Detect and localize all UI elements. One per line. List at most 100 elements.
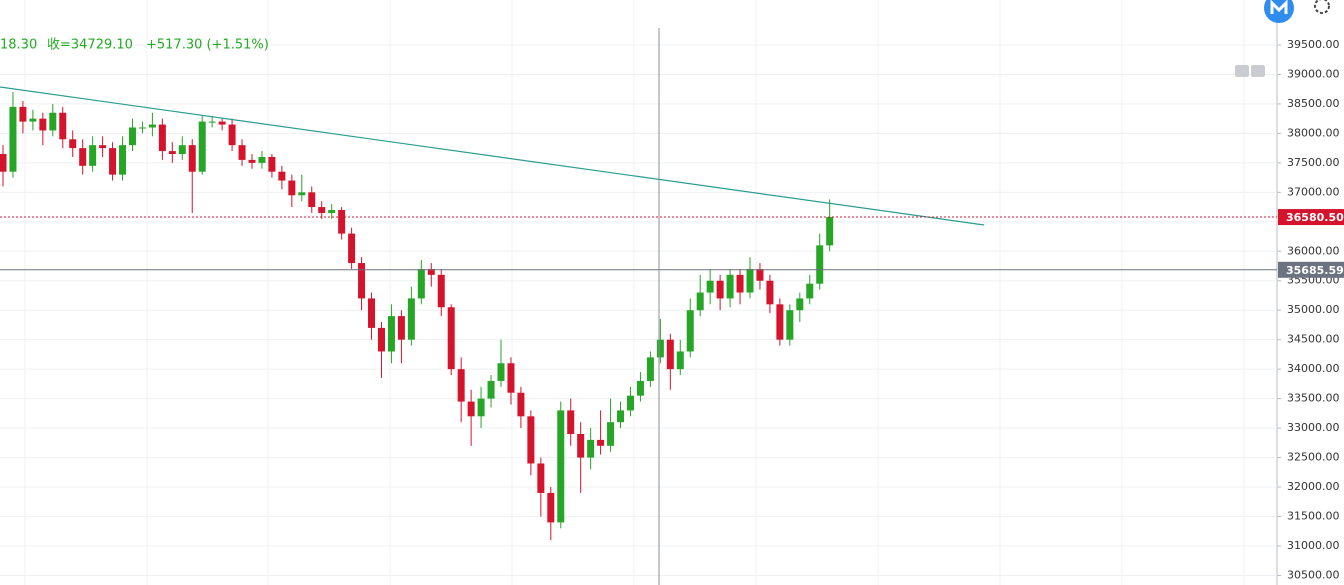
candle-body bbox=[716, 280, 724, 299]
candle-body bbox=[577, 433, 585, 458]
header-open: 18.30 bbox=[0, 38, 37, 53]
candle-body bbox=[437, 274, 445, 308]
candle-body bbox=[188, 145, 196, 172]
candle-body bbox=[29, 118, 37, 122]
candle-body bbox=[69, 139, 77, 149]
candle-body bbox=[626, 395, 634, 411]
candle-body bbox=[776, 304, 784, 340]
candle-body bbox=[696, 292, 704, 311]
y-tick-label: 33500.00 bbox=[1287, 392, 1340, 405]
candle-body bbox=[208, 121, 216, 123]
candle-body bbox=[59, 112, 67, 140]
candle-body bbox=[128, 127, 136, 146]
candle-body bbox=[0, 154, 7, 172]
candle-body bbox=[308, 192, 316, 208]
price-tag bbox=[1278, 261, 1344, 278]
candle-body bbox=[806, 283, 814, 299]
y-tick-label: 37500.00 bbox=[1287, 156, 1340, 169]
candle-body bbox=[547, 492, 555, 523]
candle-body bbox=[587, 439, 595, 458]
candle-body bbox=[567, 410, 575, 434]
candle-body bbox=[298, 192, 306, 196]
candle-body bbox=[49, 112, 57, 131]
candle-body bbox=[318, 207, 326, 213]
candle-body bbox=[218, 121, 226, 125]
y-tick-label: 36000.00 bbox=[1287, 244, 1340, 257]
candle-body bbox=[557, 410, 565, 523]
y-tick-label: 35000.00 bbox=[1287, 303, 1340, 316]
y-tick-label: 32500.00 bbox=[1287, 451, 1340, 464]
candle-body bbox=[248, 159, 256, 163]
candle-body bbox=[39, 118, 47, 131]
candle-body bbox=[636, 380, 644, 396]
y-tick-label: 33000.00 bbox=[1287, 421, 1340, 434]
candle-body bbox=[517, 392, 525, 417]
candle-body bbox=[407, 298, 415, 340]
candle-body bbox=[646, 357, 654, 381]
candle-body bbox=[238, 145, 246, 160]
candle-body bbox=[656, 339, 664, 358]
collapse-button[interactable] bbox=[1235, 65, 1249, 77]
candle-body bbox=[368, 298, 376, 328]
candle-body bbox=[228, 124, 236, 146]
candle-body bbox=[109, 148, 117, 175]
logo-mark bbox=[1270, 0, 1288, 14]
candle-body bbox=[826, 217, 834, 246]
candle-body bbox=[766, 280, 774, 305]
candle-body bbox=[338, 210, 346, 234]
candle-body bbox=[796, 298, 804, 311]
candle-body bbox=[477, 398, 485, 417]
plot bbox=[0, 0, 1277, 585]
candle-body bbox=[457, 369, 465, 402]
candle-body bbox=[666, 339, 674, 370]
candle-body bbox=[377, 327, 385, 352]
candle-body bbox=[158, 124, 166, 152]
candle-body bbox=[676, 351, 684, 370]
candle-body bbox=[168, 151, 176, 155]
candle-body bbox=[537, 463, 545, 493]
y-tick-label: 39500.00 bbox=[1287, 38, 1340, 51]
y-tick-label: 38500.00 bbox=[1287, 97, 1340, 110]
candle-body bbox=[99, 145, 107, 149]
candle-body bbox=[497, 363, 505, 381]
candle-body bbox=[447, 307, 455, 370]
candle-body bbox=[736, 274, 744, 293]
candle-body bbox=[726, 274, 734, 299]
candle-body bbox=[198, 121, 206, 172]
candle-body bbox=[258, 156, 266, 163]
candle-body bbox=[617, 410, 625, 423]
candle-body bbox=[397, 316, 405, 340]
candle-body bbox=[138, 127, 146, 129]
candle-body bbox=[487, 380, 495, 399]
header-change: +517.30 (+1.51%) bbox=[146, 38, 269, 53]
candle-body bbox=[706, 280, 714, 293]
candle-body bbox=[507, 363, 515, 393]
candle-body bbox=[816, 245, 824, 284]
settings-icon[interactable] bbox=[1314, 0, 1330, 14]
candle-body bbox=[387, 316, 395, 352]
candle-body bbox=[328, 210, 336, 213]
expand-button[interactable] bbox=[1251, 65, 1265, 77]
candle-body bbox=[79, 148, 87, 166]
candle-body bbox=[756, 268, 764, 281]
candle-body bbox=[288, 180, 296, 196]
candle-body bbox=[597, 439, 605, 446]
candle-body bbox=[148, 124, 156, 128]
candle-body bbox=[119, 145, 127, 175]
candle-body bbox=[178, 145, 186, 155]
candle-body bbox=[417, 268, 425, 299]
candle-body bbox=[278, 171, 286, 181]
y-tick-label: 34000.00 bbox=[1287, 362, 1340, 375]
candle-body bbox=[358, 263, 366, 299]
y-tick-label: 32000.00 bbox=[1287, 480, 1340, 493]
candle-body bbox=[268, 156, 276, 172]
toolbar-buttons[interactable] bbox=[1235, 65, 1265, 77]
y-tick-label: 30500.00 bbox=[1287, 568, 1340, 581]
candle-body bbox=[9, 106, 17, 172]
trendline bbox=[0, 86, 985, 226]
candle-body bbox=[427, 268, 435, 275]
price-tag-label: 36580.50 bbox=[1286, 211, 1344, 224]
y-tick-label: 31500.00 bbox=[1287, 510, 1340, 523]
